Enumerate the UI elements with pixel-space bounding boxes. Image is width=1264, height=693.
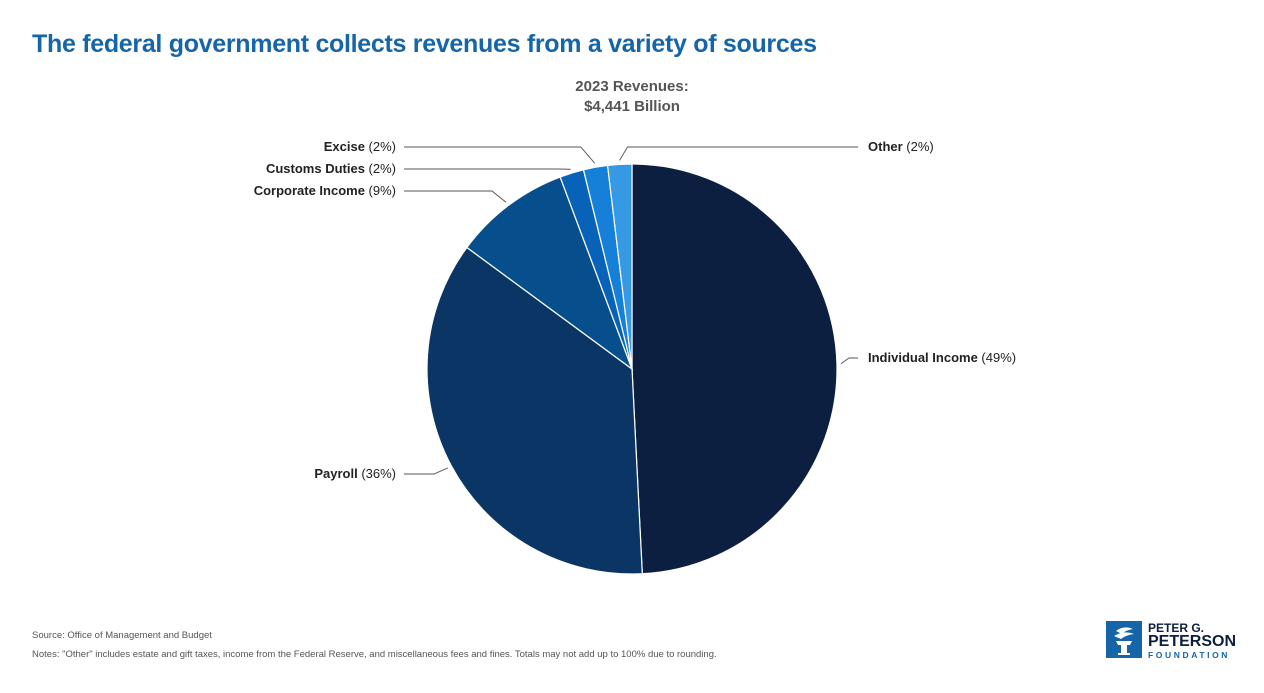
slice-label-customs-duties: Customs Duties (2%) xyxy=(266,161,396,176)
source-note: Source: Office of Management and Budget xyxy=(32,630,212,641)
logo-text-line2: PETERSON xyxy=(1148,633,1237,650)
pie-slice-corporate-income xyxy=(466,176,634,371)
slice-label-payroll: Payroll (36%) xyxy=(314,466,396,481)
pie-chart: Individual Income (49%) Payroll (36%) Corp… xyxy=(254,78,1016,575)
pie-slice-other xyxy=(606,163,633,370)
slice-label-other: Other (2%) xyxy=(868,139,934,154)
leader-line-individual-income xyxy=(840,357,858,365)
slice-label-excise: Excise (2%) xyxy=(324,139,396,154)
slice-label-individual-income: Individual Income (49%) xyxy=(868,350,1016,365)
slice-labels: Individual Income (49%) Payroll (36%) Corp… xyxy=(254,139,1016,481)
leader-line-corporate-income xyxy=(404,190,507,203)
pie-slice-individual-income xyxy=(631,163,838,575)
torch-icon xyxy=(1106,621,1142,658)
logo-text-line3: FOUNDATION xyxy=(1148,650,1231,660)
leader-lines xyxy=(404,146,858,475)
chart-center-label-line2: $4,441 Billion xyxy=(584,98,680,115)
leader-line-excise xyxy=(404,146,596,164)
chart-center-label-line1: 2023 Revenues: xyxy=(575,78,688,95)
page-title: The federal government collects revenues… xyxy=(32,30,817,58)
notes-text: Notes: "Other" includes estate and gift … xyxy=(32,649,717,660)
pie-slice-payroll xyxy=(426,246,643,575)
leader-line-other xyxy=(619,146,858,161)
peterson-foundation-logo: PETER G. PETERSON FOUNDATION xyxy=(1106,621,1236,661)
slice-label-corporate-income: Corporate Income (9%) xyxy=(254,183,396,198)
logo-text-line1: PETER G. xyxy=(1148,621,1205,635)
pie-slices xyxy=(426,163,838,575)
leader-line-payroll xyxy=(404,467,449,475)
